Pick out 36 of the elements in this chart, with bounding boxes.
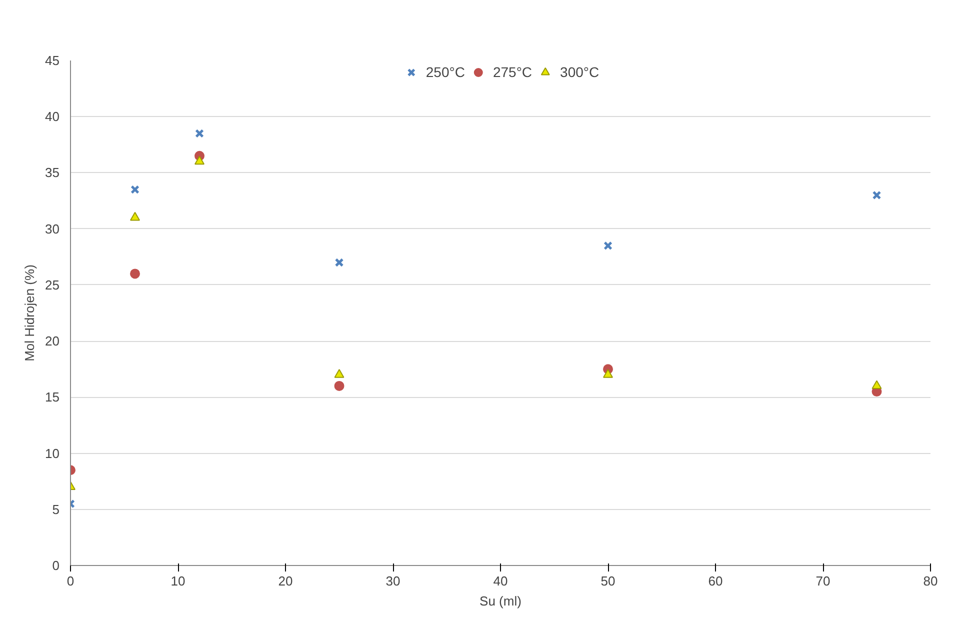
x-tick-label: 10 — [170, 574, 186, 588]
y-tick-label: 0 — [52, 558, 60, 573]
legend-label: 300°C — [560, 64, 600, 80]
x-axis-title: Su (ml) — [480, 594, 522, 608]
y-tick-label: 30 — [45, 221, 60, 236]
x-tick-label: 80 — [923, 574, 938, 588]
point — [872, 190, 882, 200]
point — [334, 369, 344, 378]
point — [334, 380, 344, 391]
y-tick-label: 35 — [45, 165, 60, 180]
point — [334, 258, 344, 267]
x-tick-label: 60 — [708, 574, 723, 588]
x-tick-label: 40 — [493, 574, 508, 588]
x-tick-label: 70 — [816, 574, 830, 588]
point — [603, 369, 613, 378]
x-tick-label: 20 — [278, 574, 293, 588]
point — [604, 241, 612, 250]
point — [872, 380, 882, 390]
y-tick-label: 15 — [45, 390, 60, 405]
y-tick-label: 25 — [45, 277, 60, 292]
point — [130, 212, 140, 221]
y-tick-label: 5 — [52, 502, 60, 517]
point — [130, 268, 140, 279]
x-tick-label: 30 — [386, 574, 400, 588]
legend-label: 250°C — [426, 64, 465, 80]
y-tick-label: 45 — [45, 53, 60, 68]
point — [194, 156, 204, 165]
point — [195, 129, 204, 138]
y-tick-label: 20 — [45, 334, 60, 349]
y-tick-label: 40 — [45, 109, 60, 124]
x-tick-label: 50 — [600, 574, 616, 588]
y-tick-label: 10 — [45, 446, 60, 461]
y-axis-title: Mol Hidrojen (%) — [22, 264, 38, 362]
legend-label: 275°C — [492, 64, 532, 80]
point — [130, 185, 140, 194]
x-tick-label: 0 — [66, 574, 74, 588]
